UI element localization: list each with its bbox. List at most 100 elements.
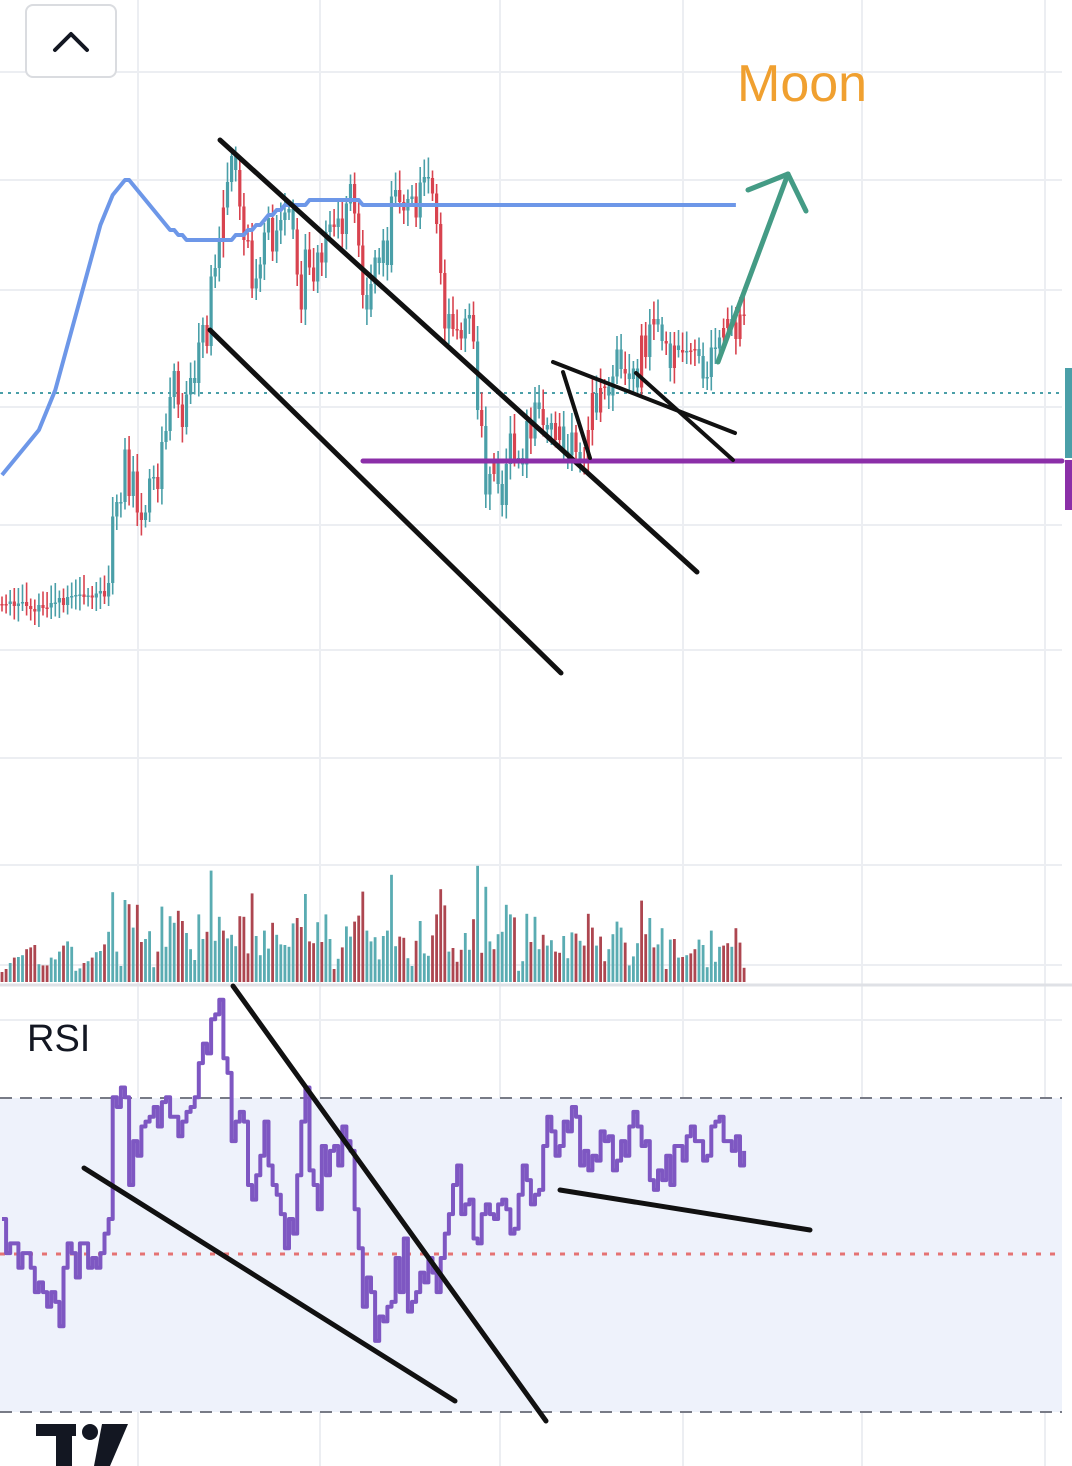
candle-body xyxy=(94,593,98,598)
candle-body xyxy=(734,322,738,339)
volume-bar xyxy=(410,966,414,982)
volume-bar xyxy=(541,934,545,982)
volume-bar xyxy=(99,951,102,982)
volume-bar xyxy=(345,926,348,982)
rsi-series xyxy=(2,997,747,1343)
volume-bar xyxy=(414,940,418,982)
volume-bar xyxy=(455,961,459,982)
candle-body xyxy=(562,426,566,452)
volume-bar xyxy=(451,948,455,982)
candle-body xyxy=(332,224,336,227)
collapse-button[interactable] xyxy=(25,4,117,78)
candle-body xyxy=(689,350,693,352)
candle-body xyxy=(599,388,603,413)
candle-body xyxy=(234,156,238,170)
volume-bar xyxy=(25,949,28,982)
volume-bar xyxy=(632,956,635,982)
volume-bar xyxy=(595,945,598,982)
candle-body xyxy=(443,273,447,329)
volume-bar xyxy=(111,892,115,982)
volume-bar xyxy=(230,934,233,982)
volume-bar xyxy=(738,942,742,982)
candle-body xyxy=(377,257,381,263)
volume-bar xyxy=(246,953,250,982)
volume-bar xyxy=(525,913,529,982)
candle-body xyxy=(283,212,287,220)
volume-bar xyxy=(361,891,365,982)
candle-body xyxy=(225,182,230,208)
volume-bar xyxy=(12,957,16,982)
candle-body xyxy=(90,595,94,598)
volume-bar xyxy=(689,953,693,982)
candle-body xyxy=(693,349,697,351)
candle-body xyxy=(57,598,61,603)
candle-body xyxy=(467,315,471,319)
volume-bar xyxy=(33,945,37,982)
candle-body xyxy=(512,433,517,459)
volume-bar xyxy=(714,961,717,982)
volume-bar xyxy=(78,968,82,982)
flag-lower-line xyxy=(561,370,592,460)
volume-bar xyxy=(640,900,643,982)
volume-bar xyxy=(394,946,397,982)
candle-body xyxy=(20,602,25,604)
candle-body xyxy=(717,337,722,349)
volume-bar xyxy=(250,893,254,982)
rsi-band xyxy=(0,1098,1062,1412)
rsi-support-trendline xyxy=(81,1165,458,1404)
volume-bar xyxy=(209,870,213,982)
price-scale-marker-support xyxy=(1065,460,1072,510)
volume-bar xyxy=(673,939,676,982)
candle-body xyxy=(4,604,8,606)
volume-bar xyxy=(591,927,594,982)
volume-bar xyxy=(521,961,525,982)
volume-bar xyxy=(37,964,41,982)
tradingview-logo-icon xyxy=(36,1424,128,1466)
volume-bar xyxy=(509,914,512,982)
candle-body xyxy=(115,502,119,517)
candle-body xyxy=(201,325,205,343)
volume-bar xyxy=(726,943,730,982)
volume-bar xyxy=(336,958,340,982)
volume-bar xyxy=(418,921,422,982)
candle-body xyxy=(357,213,361,246)
candle-body xyxy=(660,324,664,341)
volume-bar xyxy=(320,942,324,982)
chevron-up-icon xyxy=(53,32,89,52)
candle-body xyxy=(180,404,184,427)
candle-body xyxy=(184,394,189,427)
volume-bar xyxy=(4,969,8,982)
candle-body xyxy=(398,190,402,202)
volume-bar xyxy=(545,945,549,982)
drawings xyxy=(81,137,1072,1424)
volume-bar xyxy=(222,930,225,982)
candle-body xyxy=(176,371,180,405)
candle-body xyxy=(619,349,623,369)
candle-body xyxy=(480,410,484,426)
volume-bar xyxy=(459,949,463,982)
volume-bar xyxy=(275,934,279,982)
candle-body xyxy=(102,591,107,597)
volume-bar xyxy=(156,951,160,982)
volume-bar xyxy=(242,916,246,982)
volume-bar xyxy=(193,960,197,982)
candle-body xyxy=(574,432,578,452)
volume-bar xyxy=(619,927,623,982)
moving-average-series xyxy=(0,178,736,477)
volume-bar xyxy=(340,947,344,982)
volume-bar xyxy=(0,972,4,982)
candle-body xyxy=(529,421,533,439)
volume-bar xyxy=(681,957,684,982)
candle-body xyxy=(685,351,689,353)
volume-bar xyxy=(148,931,151,982)
candlestick-series xyxy=(0,146,746,627)
volume-bar xyxy=(283,945,287,982)
candle-body xyxy=(316,252,320,282)
candle-body xyxy=(340,218,344,234)
volume-bar xyxy=(168,916,172,982)
candle-body xyxy=(160,442,164,489)
volume-bar xyxy=(176,910,180,982)
volume-bar xyxy=(533,916,537,982)
candle-body xyxy=(8,601,12,604)
volume-bar xyxy=(431,935,434,982)
